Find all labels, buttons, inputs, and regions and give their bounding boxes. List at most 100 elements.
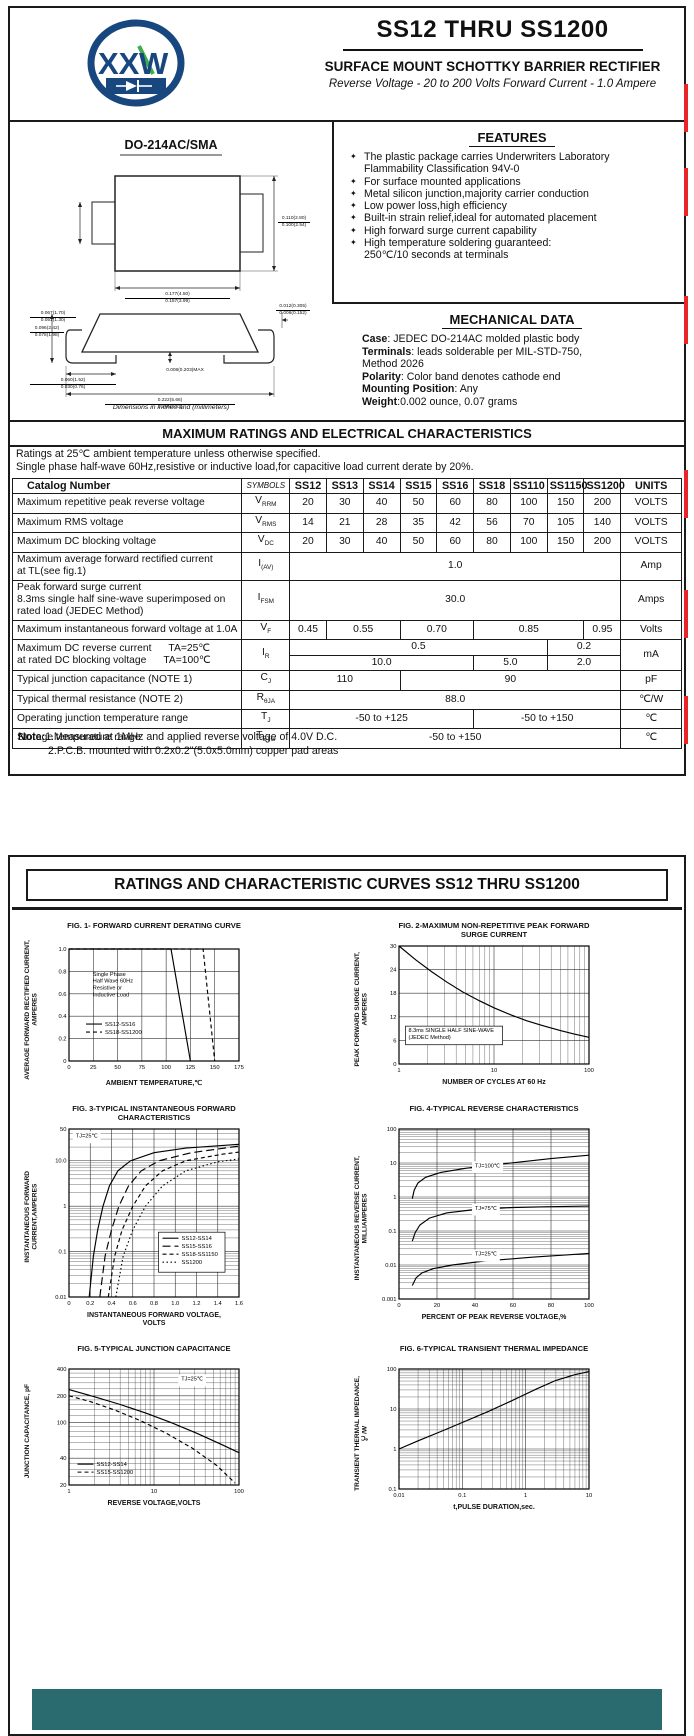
figure-title: FIG. 6-TYPICAL TRANSIENT THERMAL IMPEDAN…	[399, 1343, 589, 1353]
column-header: SS110	[509, 477, 548, 495]
features-section: FEATURES ✦ The plastic package carries Un…	[344, 126, 680, 262]
mechanical-divider	[332, 302, 684, 304]
figure-ylabel: JUNCTION CAPACITANCE, pF	[24, 1384, 31, 1479]
series-SS12-SS16	[69, 948, 191, 1062]
table-row: Maximum DC reverse current TA=25℃ at rate…	[11, 639, 682, 672]
row-symbol: VDC	[241, 532, 291, 553]
subtitle: SURFACE MOUNT SCHOTTKY BARRIER RECTIFIER	[324, 59, 661, 74]
legend-label: SS18-SS1200	[105, 1030, 142, 1036]
value-cell: 50	[399, 532, 438, 553]
figure-4: FIG. 4-TYPICAL REVERSE CHARACTERISTICS I…	[354, 1104, 684, 1328]
mechanical-value: : Color band denotes cathode end	[400, 370, 561, 383]
figure-ylabel: INSTANTANEOUS FORWARD CURRENT,AMPERES	[24, 1171, 39, 1263]
row-unit: Volts	[620, 619, 682, 641]
row-label: Typical thermal resistance (NOTE 2)	[11, 689, 243, 710]
dim-body-width: 0.177(4.50) 0.157(3.99)	[125, 292, 230, 304]
figure-ylabel: TRANSIENT THERMAL IMPEDANCE, ℃/W	[354, 1375, 369, 1491]
value-cell: 90	[399, 670, 622, 691]
value-cell: 60	[436, 493, 475, 514]
legend-label: SS12-SS16	[105, 1022, 135, 1028]
row-label: Operating junction temperature range	[11, 708, 243, 730]
y-tick-label: 1	[63, 1204, 66, 1210]
row-label: Maximum DC blocking voltage	[11, 532, 243, 553]
annotation-bg	[178, 1374, 206, 1387]
value-cell: -50 to +150	[289, 728, 622, 749]
x-tick-label: 150	[210, 1065, 220, 1071]
annotation-text: TJ=100℃	[475, 1163, 501, 1169]
x-tick-label: 100	[234, 1489, 244, 1495]
dim-body-height: 0.110(2.80) 0.100(2.54)	[278, 216, 310, 228]
y-tick-label: 30	[390, 944, 396, 950]
feature-bullet-icon: ✦	[350, 188, 357, 198]
figure-plot: 0 25 50 75 100 125 150 175 0 0.2 0.4 0.6 0.8 1.0 SS12-…	[58, 947, 243, 1071]
row-label-line: Maximum DC reverse current TA=25℃	[17, 642, 210, 654]
value-cell: 100	[509, 532, 548, 553]
row-symbol: CJ	[241, 670, 291, 691]
mechanical-line: Mounting Position: Any	[362, 383, 680, 396]
value-cell: 0.45	[289, 619, 327, 641]
x-tick-label: 100	[161, 1065, 171, 1071]
table-header-row: Catalog Number SYMBOLS SS12 SS13 SS14 SS15 SS1…	[11, 477, 682, 495]
y-tick-label: 0.01	[55, 1295, 66, 1301]
row-label-line: Maximum average forward rectified curren…	[17, 553, 213, 565]
row-label-line: Maximum repetitive peak reverse voltage	[17, 497, 205, 509]
column-header: SS16	[436, 477, 475, 495]
value-cell: 0.2	[546, 639, 622, 656]
y-tick-label: 0	[393, 1062, 396, 1068]
features-heading: FEATURES	[344, 130, 680, 147]
series-SS12-SS14	[88, 1143, 240, 1297]
ratings-heading: MAXIMUM RATINGS AND ELECTRICAL CHARACTER…	[10, 420, 684, 447]
y-tick-label: 0	[63, 1059, 66, 1065]
y-tick-label: 10	[390, 1161, 396, 1167]
mechanical-value: : JEDEC DO-214AC molded plastic body	[387, 333, 580, 345]
feature-item: ✦ Built-in strain relief,ideal for automa…	[350, 212, 680, 224]
value-cell: 80	[473, 493, 511, 514]
package-name: DO-214AC/SMA	[10, 138, 332, 156]
feature-bullet-icon: ✦	[350, 225, 357, 235]
curves-banner: RATINGS AND CHARACTERISTIC CURVES SS12 T…	[26, 869, 668, 901]
figure-ylabel: AVERAGE FORWARD RECTIFIED CURRENT, AMPER…	[24, 940, 39, 1080]
series-TJ=100℃	[411, 1154, 590, 1199]
row-label-line: Maximum RMS voltage	[17, 516, 124, 528]
figure-xlabel: INSTANTANEOUS FORWARD VOLTAGE, VOLTS	[87, 1311, 221, 1327]
column-header: SS14	[362, 477, 401, 495]
row-symbol: VRMS	[241, 512, 291, 534]
legend-label: SS15-SS1200	[97, 1470, 134, 1476]
row-label: Maximum repetitive peak reverse voltage	[11, 493, 243, 514]
package-side-view: 0.096(2.42) 0.078(1.98) 0.012(0.305) 0.006…	[30, 304, 310, 414]
annotation-text: (JEDEC Method)	[409, 1035, 451, 1041]
y-tick-label: 0.01	[385, 1263, 396, 1269]
value-cell: 60	[436, 532, 475, 553]
plot-border	[68, 1128, 240, 1298]
dim-profile-height: 0.096(2.42) 0.078(1.98)	[30, 326, 64, 338]
row-label-line: at rated DC blocking voltage TA=100℃	[17, 655, 211, 667]
column-divider	[332, 120, 334, 304]
mechanical-key: Weight	[362, 395, 398, 408]
value-cell: -50 to +150	[473, 708, 622, 730]
y-tick-label: 200	[57, 1394, 67, 1400]
x-tick-label: 1.4	[214, 1301, 223, 1307]
row-unit: VOLTS	[620, 512, 682, 534]
mechanical-value: : leads solderable per MIL-STD-750, Meth…	[362, 345, 583, 371]
annotation-bg	[72, 1131, 101, 1143]
x-tick-label: 0	[397, 1303, 400, 1309]
series-SS15-SS16	[99, 1145, 240, 1297]
y-tick-label: 40	[60, 1456, 66, 1462]
dim-foot-length: 0.060(1.52) 0.030(0.76)	[30, 378, 116, 390]
preamble-line: Single phase half-wave 60Hz,resistive or…	[16, 461, 474, 473]
legend-label: SS12-SS14	[97, 1462, 128, 1468]
annotation-text: 8.3ms SINGLE HALF SINE-WAVE	[409, 1028, 495, 1034]
table-row: Operating junction temperature range TJ -5…	[11, 708, 682, 730]
figure-xlabel: AMBIENT TEMPERATURE,℃	[105, 1079, 203, 1087]
x-tick-label: 75	[139, 1065, 145, 1071]
mechanical-key: Mounting Position	[362, 383, 455, 395]
column-header: SS13	[325, 477, 364, 495]
annotation-bg	[405, 1025, 503, 1046]
plot-border	[68, 1368, 240, 1486]
note-line: Note:1.Measured at 1MHz and applied reve…	[18, 731, 338, 743]
table-row: Typical thermal resistance (NOTE 2) RθJA 8…	[11, 689, 682, 710]
feature-text: For surface mounted applications	[364, 175, 521, 188]
row-label: Maximum average forward rectified curren…	[11, 551, 243, 581]
page-1: XX W SS12 THRU SS1200 SURFACE MOUNT SCHO…	[8, 6, 686, 776]
series-SS18-SS1200	[69, 948, 216, 1062]
